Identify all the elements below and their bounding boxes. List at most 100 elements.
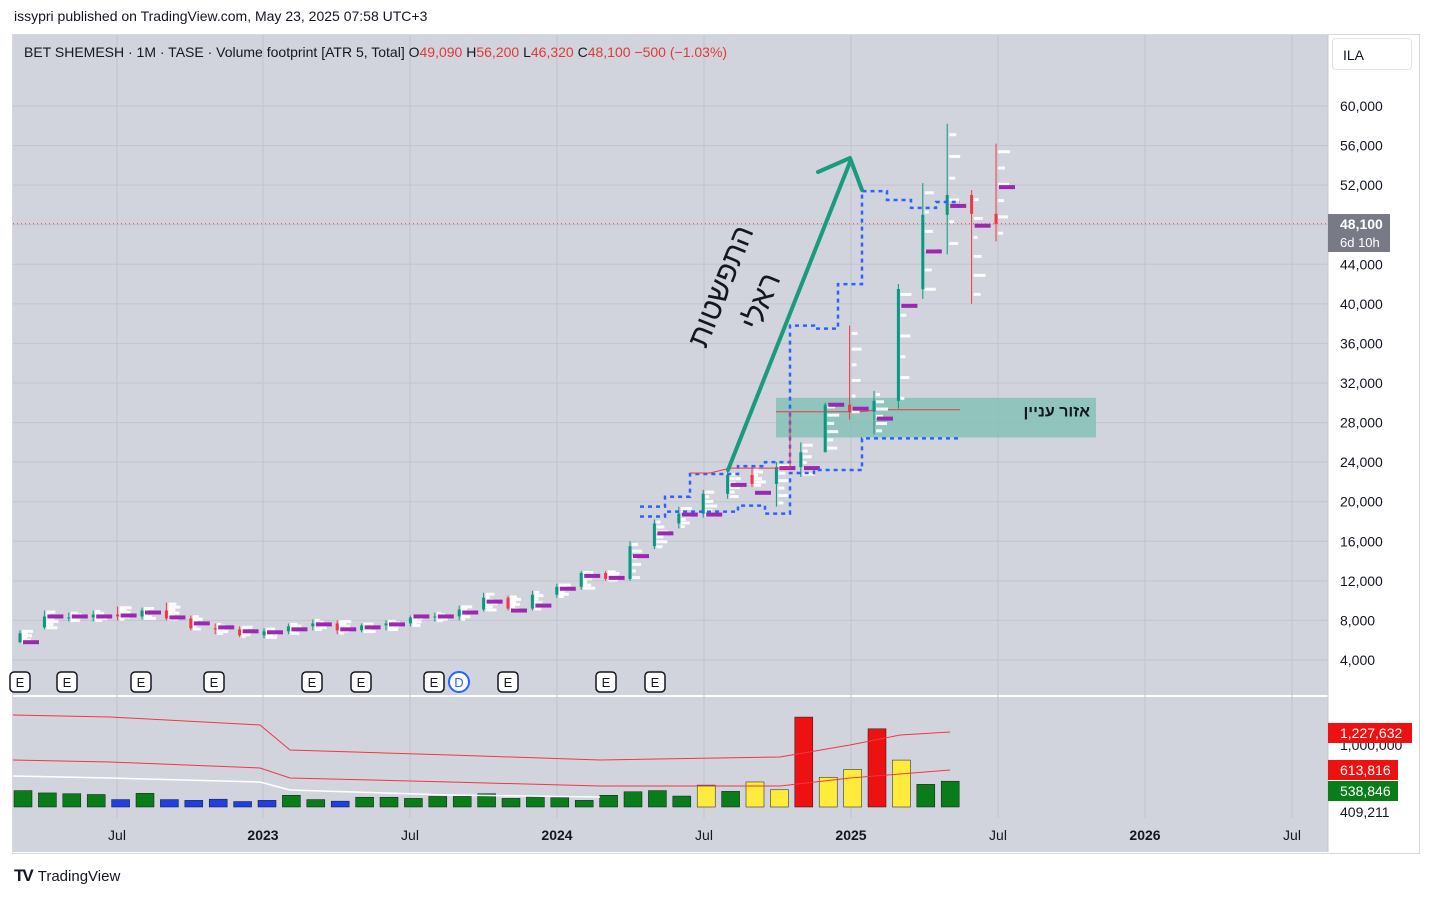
footprint-bar: [388, 626, 394, 630]
volume-bar: [62, 793, 82, 808]
candle-body: [506, 597, 510, 609]
y-tick-label: 40,000: [1340, 296, 1383, 312]
footprint-bar: [876, 422, 887, 426]
footprint-bar: [534, 607, 542, 611]
footprint-bar: [705, 495, 710, 499]
poc-marker: [364, 625, 381, 630]
candle-body: [945, 195, 949, 215]
footprint-bar: [632, 549, 642, 553]
volume-bar: [526, 796, 545, 808]
poc-marker: [340, 627, 357, 632]
volume-bar: [355, 796, 374, 808]
volume-bar: [452, 796, 472, 808]
footprint-bar: [876, 393, 880, 397]
footprint-bar: [583, 571, 594, 575]
poc-marker: [877, 416, 893, 421]
volume-bar: [794, 716, 814, 808]
footprint-bar: [656, 545, 663, 549]
poc-marker: [974, 223, 991, 228]
volume-upper-tag: [1328, 723, 1412, 743]
price-axis: 4,000 8,000 12,000 16,000 20,000 24,000 28,000…: [1340, 98, 1383, 668]
footprint-bar: [461, 607, 468, 611]
candle-body: [213, 628, 217, 630]
poc-marker: [315, 622, 332, 627]
footprint-bar: [241, 625, 253, 629]
footprint-bar: [46, 620, 59, 624]
footprint-bar: [314, 627, 322, 631]
candle-body: [262, 631, 266, 636]
volume-bar: [745, 781, 765, 808]
footprint-bar: [534, 594, 544, 598]
tradingview-logo[interactable]: TV TradingView: [14, 866, 120, 886]
footprint-bar: [95, 609, 101, 613]
footprint-bar: [217, 622, 222, 626]
footprint-bar: [900, 355, 906, 359]
earnings-marker-label: E: [602, 675, 611, 690]
footprint-bar: [510, 600, 516, 604]
volume-bar: [843, 769, 862, 808]
volume-bar: [770, 789, 789, 808]
footprint-bar: [656, 520, 661, 524]
footprint-bar: [680, 517, 686, 521]
footprint-bar: [144, 607, 154, 611]
candle-body: [579, 572, 583, 587]
footprint-bar: [583, 583, 592, 587]
candle-body: [164, 610, 168, 619]
footprint-bar: [924, 210, 929, 214]
footprint-bar: [827, 413, 840, 417]
poc-marker: [803, 466, 820, 471]
footprint-bar: [949, 176, 956, 180]
poc-marker: [559, 586, 576, 591]
footprint-bar: [168, 605, 181, 609]
footprint-bar: [949, 242, 959, 246]
volume-bars: [12, 714, 960, 808]
candle-body: [604, 572, 608, 579]
poc-marker: [730, 482, 747, 487]
footprint-bar: [998, 231, 1003, 235]
candle-body: [848, 404, 852, 412]
currency-selector[interactable]: ILA: [1332, 38, 1412, 70]
volume-bar: [428, 796, 448, 808]
candle-body: [823, 404, 827, 453]
earnings-marker-label: E: [651, 675, 660, 690]
candles: [18, 123, 1015, 645]
footprint-bar: [802, 443, 813, 447]
footprint-bar: [998, 199, 1004, 203]
footprint-bar: [998, 166, 1005, 170]
candle-body: [238, 629, 242, 636]
footprint-bar: [241, 634, 246, 638]
candle-body: [67, 617, 71, 619]
footprint-bar: [998, 215, 1008, 219]
poc-marker: [267, 630, 283, 635]
poc-marker: [999, 185, 1015, 190]
volume-bar: [623, 791, 643, 808]
footprint-bar: [754, 470, 763, 474]
logo-text: TradingView: [37, 867, 121, 885]
footprint-bar: [632, 562, 641, 566]
candle-body: [799, 452, 803, 468]
poc-marker: [218, 625, 235, 630]
candle-body: [970, 195, 974, 214]
poc-marker: [145, 610, 161, 615]
zone-label: אזור עניין: [1023, 404, 1090, 421]
footprint-bar: [973, 292, 981, 296]
earnings-marker-label: E: [357, 675, 366, 690]
footprint-bar: [70, 611, 78, 615]
x-tick-label: Jul: [695, 827, 713, 843]
candle-body: [42, 616, 46, 628]
earnings-marker-label: E: [308, 675, 317, 690]
poc-marker: [901, 303, 918, 308]
footprint-bar: [119, 606, 132, 610]
footprint-bar: [314, 620, 324, 624]
footprint-bar: [339, 624, 351, 628]
footprint-bar: [729, 486, 740, 490]
footprint-bar: [119, 610, 131, 614]
footprint-bar: [876, 429, 882, 433]
x-tick-label: 2026: [1129, 827, 1160, 843]
volume-bar: [330, 800, 350, 808]
low-value: 46,320: [530, 44, 574, 60]
close-label: C: [577, 44, 588, 60]
footprint-bar: [363, 622, 374, 626]
earnings-marker-icon: [203, 671, 225, 693]
